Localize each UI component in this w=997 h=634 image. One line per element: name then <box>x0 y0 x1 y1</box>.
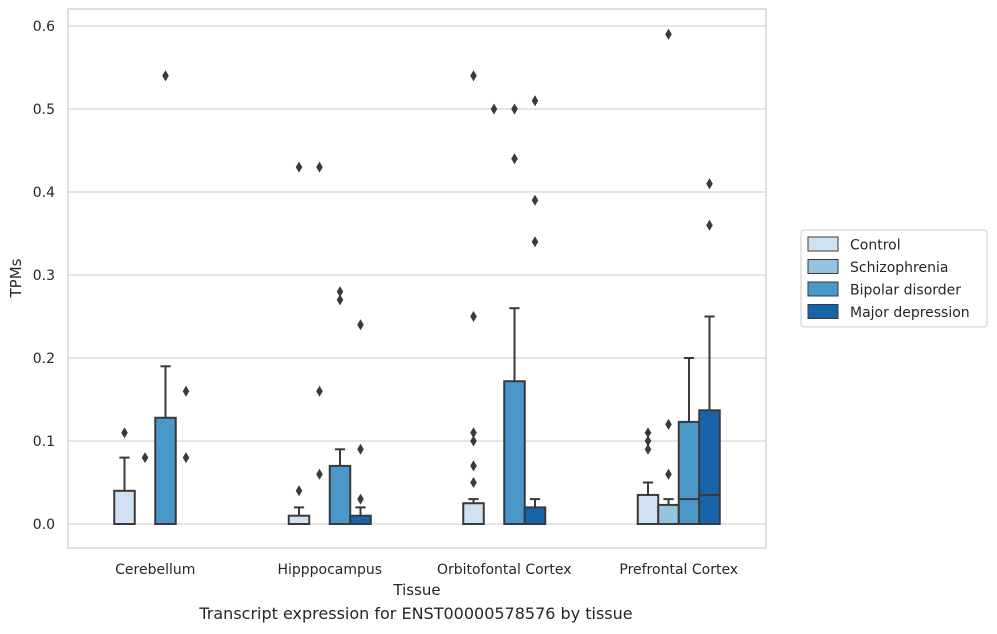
box-1-0 <box>141 452 149 464</box>
boxes <box>113 28 721 526</box>
box-body <box>287 514 311 526</box>
outlier-point <box>706 178 713 190</box>
box-2-0 <box>154 70 177 526</box>
outlier-point <box>511 153 518 165</box>
box-2-1 <box>328 286 352 525</box>
outlier-point <box>336 286 344 298</box>
outlier-point <box>295 161 303 173</box>
box-0-1 <box>287 161 311 526</box>
box-body <box>677 420 701 525</box>
outlier-point <box>141 452 149 464</box>
outlier-point <box>644 435 652 447</box>
outlier-point <box>182 385 190 397</box>
x-axis-title: Tissue <box>392 581 440 599</box>
y-tick-label: 0.5 <box>33 102 55 118</box>
outlier-point <box>316 161 323 173</box>
outlier-point <box>490 103 498 115</box>
legend-label: Control <box>850 238 901 254</box>
box-body <box>328 464 352 525</box>
outlier-point <box>470 311 477 322</box>
box-3-1 <box>349 319 372 526</box>
outlier-point <box>295 485 303 497</box>
outlier-point <box>706 219 713 231</box>
box-body <box>523 506 547 525</box>
x-tick-label: Prefrontal Cortex <box>619 562 738 578</box>
outlier-point <box>644 443 652 455</box>
y-tick-label: 0.0 <box>33 517 55 533</box>
outlier-point <box>665 418 672 430</box>
y-tick-label: 0.1 <box>33 434 55 450</box>
outlier-point <box>357 443 364 455</box>
outlier-point <box>470 435 477 447</box>
box-body <box>462 502 485 525</box>
box-1-2 <box>490 103 498 115</box>
outlier-point <box>470 70 477 82</box>
y-tick-label: 0.3 <box>33 268 55 284</box>
outlier-point <box>162 70 169 82</box>
outlier-point <box>665 28 672 40</box>
legend-label: Schizophrenia <box>850 260 948 276</box>
outlier-point <box>470 477 477 488</box>
box-0-2 <box>462 70 485 525</box>
legend-swatch <box>807 281 839 297</box>
box-body <box>636 493 660 526</box>
box-3-3 <box>698 178 721 526</box>
legend-items: Control Schizophrenia Bipolar disorder Majo… <box>807 236 970 321</box>
box-1-1 <box>316 161 323 480</box>
box-0-3 <box>636 427 660 526</box>
x-tick-label: Orbitofontal Cortex <box>437 562 572 578</box>
y-tick-label: 0.6 <box>33 19 55 35</box>
figure-caption: Transcript expression for ENST0000057857… <box>199 604 633 623</box>
outlier-point <box>531 194 539 206</box>
outlier-point <box>665 468 672 480</box>
x-tick-label: Hipppocampus <box>277 562 382 578</box>
box-body <box>503 380 526 525</box>
box-body <box>698 409 721 526</box>
box-0-0 <box>113 427 136 525</box>
outlier-point <box>316 385 323 397</box>
y-tick-label: 0.4 <box>33 185 55 201</box>
outlier-point <box>644 427 652 439</box>
box-body <box>154 416 177 526</box>
legend-frame <box>800 229 988 328</box>
x-tick-labels: Cerebellum Hipppocampus Orbitofontal Corte… <box>115 562 738 578</box>
outlier-point <box>121 427 128 439</box>
outlier-point <box>336 294 344 306</box>
box-3-2 <box>523 95 547 525</box>
outlier-point <box>511 103 518 115</box>
outlier-point <box>470 460 477 472</box>
outlier-point <box>357 319 364 331</box>
outlier-point <box>470 427 477 439</box>
legend-swatch <box>807 304 839 319</box>
box-2-2 <box>503 103 526 525</box>
outlier-point <box>182 452 190 464</box>
plot-area-frame <box>67 8 767 549</box>
y-tick-label: 0.2 <box>33 351 55 367</box>
gridlines <box>68 25 766 525</box>
outlier-point <box>531 236 539 248</box>
box-2-3 <box>677 357 701 525</box>
box-body <box>113 489 136 525</box>
legend-label: Bipolar disorder <box>850 283 961 299</box>
box-3-0 <box>182 385 190 464</box>
legend: Control Schizophrenia Bipolar disorder Majo… <box>800 229 988 328</box>
box-body <box>657 503 680 526</box>
y-axis-title: TPMs <box>7 258 25 298</box>
outlier-point <box>357 493 364 505</box>
y-tick-labels: 0.0 0.1 0.2 0.3 0.4 0.5 0.6 <box>33 19 55 533</box>
box-body <box>349 514 372 526</box>
legend-swatch <box>807 236 839 252</box>
legend-label: Major depression <box>850 305 970 321</box>
outlier-point <box>316 468 323 480</box>
outlier-point <box>531 95 539 107</box>
box-1-3 <box>657 28 680 526</box>
x-tick-label: Cerebellum <box>115 562 195 578</box>
legend-swatch <box>807 259 839 274</box>
